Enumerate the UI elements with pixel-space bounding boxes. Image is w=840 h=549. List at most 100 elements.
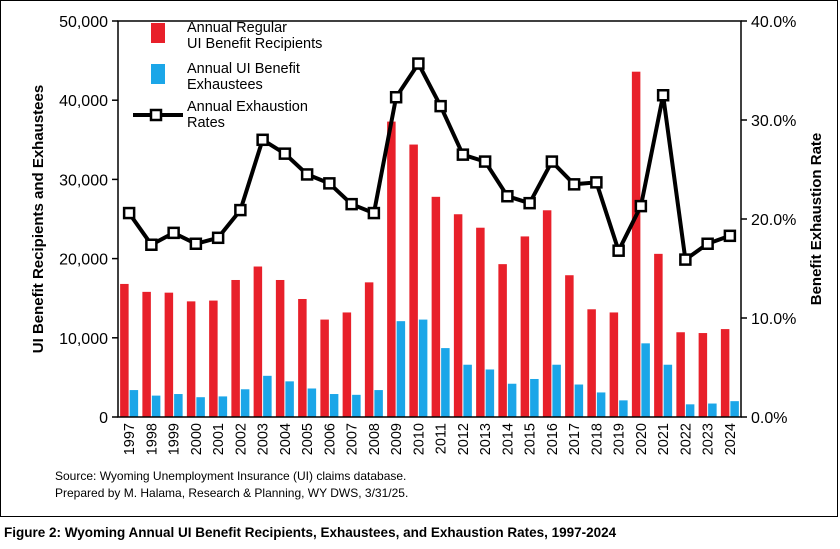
figure-caption: Figure 2: Wyoming Annual UI Benefit Reci… (4, 525, 617, 540)
x-axis-tick-label: 2003 (256, 423, 272, 455)
recipients-bar (520, 236, 530, 417)
recipients-bar (676, 332, 685, 417)
x-axis-tick-label: 2011 (434, 423, 450, 454)
x-axis-tick-label: 2016 (545, 423, 561, 455)
recipients-bar (186, 301, 196, 417)
exhaustees-bar (730, 401, 739, 417)
exhaustees-bar (196, 397, 205, 417)
exhaustees-bar (329, 394, 339, 417)
exhaustion-rate-marker (122, 206, 136, 220)
exhaustees-bar (396, 321, 406, 417)
legend-label-exhaustees: Annual UI Benefit Exhaustees (187, 61, 300, 93)
exhaustion-rate-marker (478, 155, 492, 168)
left-axis-tick-label: 40,000 (59, 93, 108, 110)
x-axis-tick-label: 1999 (167, 423, 183, 455)
left-axis-tick-label: 50,000 (59, 14, 108, 31)
x-axis-tick-label: 2008 (367, 423, 383, 455)
x-axis-tick-label: 2018 (589, 423, 605, 455)
left-axis-title: UI Benefit Recipients and Exhaustees (30, 85, 47, 353)
exhaustion-rate-marker (323, 177, 336, 190)
recipients-bar (565, 275, 574, 417)
recipients-bar (387, 121, 396, 418)
exhaustion-rate-marker (412, 57, 425, 70)
x-axis-tick-label: 2017 (567, 423, 583, 455)
exhaustion-rate-marker (367, 206, 381, 220)
exhaustees-bar (663, 364, 673, 417)
exhaustion-rate-marker (567, 178, 581, 191)
exhaustees-bar (441, 348, 450, 417)
legend-label-rates-line: Rates (187, 115, 225, 131)
recipients-bar (453, 214, 463, 417)
exhaustees-bar (507, 383, 517, 417)
exhaustees-bar (307, 388, 317, 417)
recipients-bar (698, 333, 708, 417)
legend-swatch-recipients (151, 23, 165, 43)
recipients-bar (654, 253, 663, 417)
recipients-bar (298, 298, 307, 417)
exhaustion-rate-marker (501, 189, 514, 203)
x-axis-tick-label: 2023 (701, 423, 717, 455)
recipients-bar (142, 291, 151, 417)
exhaustion-rate-marker (189, 237, 203, 250)
chart-frame: 0 10,000 20,000 30,000 40,000 50,000 0.0% 10.0%… (0, 0, 838, 517)
x-axis-tick-label: 2022 (678, 423, 694, 455)
x-axis-tick-label: 2010 (411, 423, 427, 455)
exhaustees-bar (240, 389, 250, 417)
legend-swatch-exhaustees (151, 64, 165, 84)
exhaustees-bar (174, 394, 183, 417)
exhaustion-rate-marker (634, 199, 648, 213)
exhaustees-bar (263, 375, 272, 417)
x-axis-tick-label: 2024 (723, 423, 739, 455)
recipients-bar (275, 279, 285, 417)
recipients-bar (253, 266, 263, 417)
exhaustees-bar (418, 319, 428, 417)
exhaustion-rate-marker (278, 147, 292, 160)
recipients-bar (542, 210, 552, 417)
exhaustees-bar (352, 394, 361, 417)
source-line-2: Prepared by M. Halama, Research & Planni… (55, 486, 409, 500)
recipients-bar (409, 144, 418, 417)
source-line-1: Source: Wyoming Unemployment Insurance (… (55, 469, 407, 483)
x-axis-tick-label: 2001 (211, 423, 227, 455)
exhaustees-bar (285, 381, 294, 417)
x-axis-tick-label: 2014 (500, 423, 516, 455)
recipients-bar (498, 264, 507, 417)
recipients-bar (476, 227, 485, 417)
exhaustees-bar (596, 392, 606, 417)
recipients-bar (231, 279, 240, 417)
exhaustion-rate-marker (434, 99, 447, 113)
recipients-bar (364, 282, 374, 417)
x-axis-tick-label: 2012 (456, 423, 472, 455)
exhaustion-rate-marker (612, 244, 625, 257)
recipients-bar (609, 312, 619, 417)
recipients-bar (120, 283, 129, 417)
left-axis-tick-label: 0 (99, 410, 108, 427)
right-axis-tick-label: 10.0% (751, 311, 796, 328)
right-axis-title: Benefit Exhaustion Rate (808, 133, 825, 306)
exhaustion-rate-marker (545, 155, 559, 168)
exhaustion-rate-marker (145, 238, 158, 251)
exhaustees-bar (374, 390, 383, 417)
legend-label-recipients: Annual Regular UI Benefit Recipients (187, 20, 322, 52)
x-axis-tick-label: 2021 (656, 423, 672, 455)
left-axis-tick-label: 20,000 (59, 252, 108, 269)
legend-label-exhaustees-line: Exhaustees (187, 77, 263, 93)
exhaustion-rate-marker (256, 133, 269, 147)
right-axis-tick-label: 40.0% (751, 14, 796, 31)
exhaustees-bar (619, 400, 628, 417)
exhaustion-rate-marker (389, 90, 403, 104)
exhaustees-bar (129, 390, 139, 417)
exhaustion-rate-marker (234, 203, 247, 217)
right-axis-tick-label: 20.0% (751, 212, 796, 229)
exhaustees-bar (485, 369, 495, 417)
recipients-bar (431, 196, 441, 417)
x-axis-tick-label: 2013 (478, 423, 494, 455)
exhaustion-rate-marker (723, 229, 737, 243)
exhaustion-rate-marker (590, 176, 603, 189)
exhaustees-bar (552, 364, 561, 417)
exhaustion-rate-marker (456, 148, 470, 161)
x-axis-tick-label: 2007 (345, 423, 361, 455)
x-axis-tick-label: 2009 (389, 423, 405, 455)
legend-label-rates-line: Annual Exhaustion (187, 99, 308, 115)
x-axis-tick-label: 1997 (122, 423, 138, 455)
